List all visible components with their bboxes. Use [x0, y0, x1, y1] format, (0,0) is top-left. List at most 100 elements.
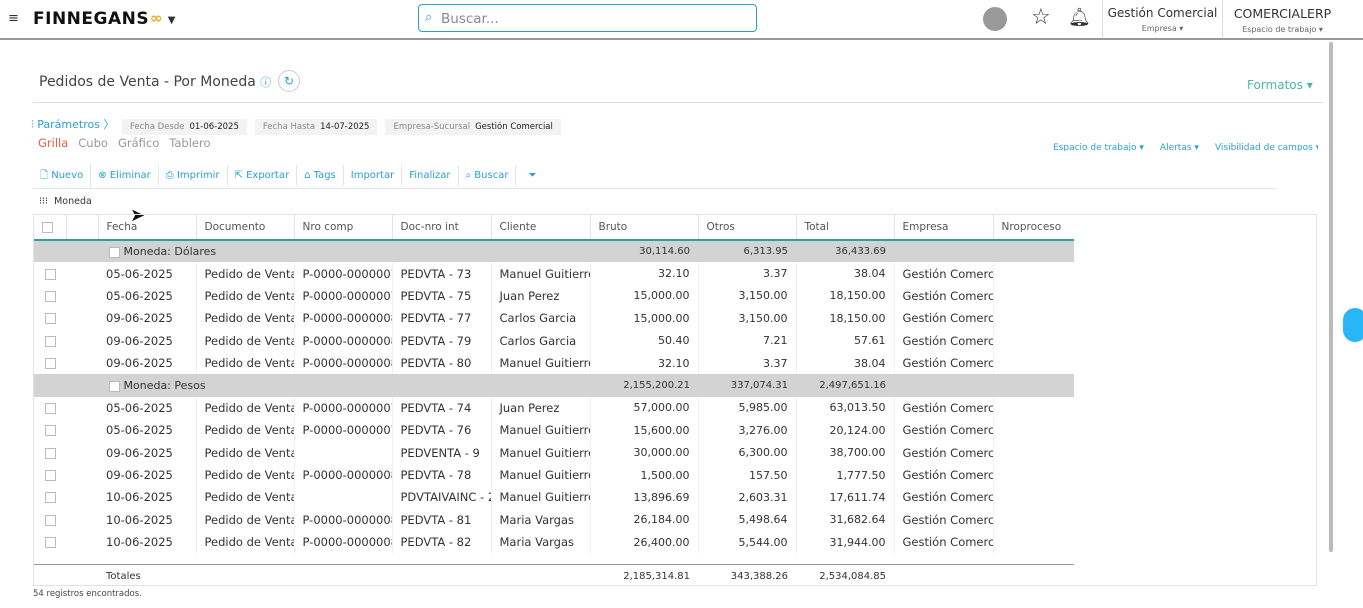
cell: Pedido de Venta: [196, 419, 295, 442]
cell: Carlos Garcia: [491, 329, 591, 352]
row-checkbox[interactable]: [34, 330, 66, 352]
cell: [993, 397, 1074, 419]
cell: PEDVTA - 73: [392, 262, 492, 285]
divider: [33, 102, 1323, 103]
cell: P-0000-0000007: [294, 284, 393, 308]
view-tab[interactable]: Grilla: [38, 136, 69, 150]
toolbar-button[interactable]: ⇱ Exportar: [228, 165, 298, 186]
toolbar-button[interactable]: ⌂ Tags: [297, 165, 344, 186]
data-row[interactable]: 05-06-2025 Pedido de Venta P-0000-0000007 P…: [34, 419, 1074, 442]
toolbar-button[interactable]: 🗋 Nuevo: [33, 163, 92, 190]
refresh-button[interactable]: ↻: [278, 70, 300, 92]
data-row[interactable]: 09-06-2025 Pedido de Venta P-0000-0000008 P…: [34, 329, 1074, 352]
params-toggle[interactable]: ⫶ Parámetros 〉: [31, 118, 115, 131]
cell: Maria Vargas: [491, 508, 591, 532]
cell: PEDVTA - 78: [392, 463, 492, 487]
row-checkbox[interactable]: [34, 531, 66, 553]
param-field[interactable]: Fecha Desde 01-06-2025: [122, 119, 247, 135]
options: Espacio de trabajo ▾ Alertas ▾ Visibilidad…: [1053, 143, 1318, 151]
row-checkbox[interactable]: [34, 352, 66, 374]
cell: [993, 565, 1074, 587]
cell: [66, 285, 98, 307]
row-checkbox[interactable]: [34, 442, 66, 464]
toolbar-button[interactable]: Finalizar: [402, 165, 459, 186]
column-header[interactable]: Otros: [698, 215, 797, 240]
column-header[interactable]: Nroproceso: [993, 215, 1074, 240]
option-menu[interactable]: Alertas ▾: [1159, 143, 1199, 151]
favorites-icon[interactable]: ☆: [1031, 5, 1051, 30]
column-header[interactable]: Doc-nro int: [392, 215, 492, 240]
view-tab[interactable]: Gráfico: [117, 136, 160, 150]
company-selector[interactable]: Gestión Comercial Empresa ▾: [1102, 0, 1222, 38]
column-header[interactable]: Documento: [196, 215, 295, 240]
row-checkbox[interactable]: [34, 486, 66, 508]
cell: Pedido de Venta: [196, 329, 295, 352]
brand[interactable]: FINNEGANS: [33, 9, 150, 29]
row-checkbox[interactable]: [34, 285, 66, 307]
cell: Gestión Comercial: [894, 329, 994, 352]
toolbar-button[interactable]: ⊗ Eliminar: [91, 165, 159, 186]
row-checkbox[interactable]: [34, 509, 66, 531]
row-checkbox[interactable]: [34, 307, 66, 329]
cell: [993, 464, 1074, 486]
avatar[interactable]: [983, 7, 1007, 31]
data-row[interactable]: 10-06-2025 Pedido de Venta P-0000-0000008 P…: [34, 508, 1074, 532]
row-checkbox[interactable]: [34, 464, 66, 486]
page-title: Pedidos de Venta - Por Moneda ⓘ: [39, 74, 272, 90]
data-row[interactable]: 05-06-2025 Pedido de Venta P-0000-0000007 P…: [34, 396, 1074, 420]
column-header[interactable]: Bruto: [590, 215, 699, 240]
data-row[interactable]: 10-06-2025 Pedido de Venta P-0000-0000008 P…: [34, 531, 1074, 554]
column-header[interactable]: Fecha: [98, 215, 197, 240]
cell: PEDVTA - 76: [392, 419, 492, 442]
toolbar-button[interactable]: ⎙ Imprimir: [159, 165, 228, 186]
row-checkbox[interactable]: [34, 262, 66, 284]
company-caption: Empresa: [1141, 24, 1177, 33]
data-row[interactable]: 09-06-2025 Pedido de Venta P-0000-0000008 P…: [34, 307, 1074, 330]
data-row[interactable]: 09-06-2025 Pedido de Venta PEDVENTA - 9 Man…: [34, 441, 1074, 464]
filter-button[interactable]: ⏷: [528, 170, 537, 181]
data-row[interactable]: 10-06-2025 Pedido de Venta PDVTAIVAINC - 2…: [34, 486, 1074, 509]
toolbar-button[interactable]: ⌕ Buscar: [459, 165, 517, 186]
cell: [993, 262, 1074, 284]
column-header[interactable]: Nro comp: [294, 215, 393, 240]
side-handle[interactable]: [1343, 308, 1363, 342]
cell: 57.61: [796, 329, 895, 352]
option-menu[interactable]: Espacio de trabajo ▾: [1053, 143, 1144, 151]
group-by-label[interactable]: Moneda: [54, 196, 92, 207]
cell: Pedido de Venta: [196, 531, 295, 554]
param-field[interactable]: Empresa-Sucursal Gestión Comercial: [385, 119, 561, 135]
row-checkbox[interactable]: [34, 419, 66, 441]
cell: [66, 397, 98, 419]
workspace-selector[interactable]: COMERCIALERP Espacio de trabajo ▾: [1222, 0, 1342, 38]
cell: 3.37: [698, 262, 797, 285]
cell: 6,300.00: [698, 441, 797, 464]
cell: [294, 486, 393, 509]
total-value: 2,534,084.85: [819, 570, 886, 582]
option-text: Visibilidad de campos: [1214, 143, 1313, 151]
data-row[interactable]: 05-06-2025 Pedido de Venta P-0000-0000007 P…: [34, 262, 1074, 285]
column-header[interactable]: Total: [796, 215, 895, 240]
data-row[interactable]: 05-06-2025 Pedido de Venta P-0000-0000007 P…: [34, 284, 1074, 308]
param-field[interactable]: Fecha Hasta 14-07-2025: [254, 119, 378, 135]
option-menu[interactable]: Visibilidad de campos ▾: [1214, 143, 1318, 151]
header-row: Fecha Documento Nro comp Doc-nro int Cliente…: [34, 215, 1074, 240]
column-header[interactable]: Cliente: [491, 215, 591, 240]
data-row[interactable]: 09-06-2025 Pedido de Venta P-0000-0000008 P…: [34, 463, 1074, 487]
column-header[interactable]: Empresa: [894, 215, 994, 240]
row-checkbox[interactable]: [34, 397, 66, 419]
toolbar-button[interactable]: Importar: [344, 165, 403, 186]
cell: 57,000.00: [590, 396, 699, 420]
menu-icon[interactable]: ≡: [8, 11, 19, 26]
view-tab[interactable]: Tablero: [169, 136, 211, 150]
cell: [993, 330, 1074, 352]
data-row[interactable]: 09-06-2025 Pedido de Venta P-0000-0000008 P…: [34, 351, 1074, 375]
formats-menu[interactable]: Formatos ▾: [1247, 78, 1313, 92]
notifications-icon[interactable]: 🔔︎: [1068, 7, 1091, 28]
view-tab[interactable]: Cubo: [78, 136, 108, 150]
search-box[interactable]: ⌕ Buscar...: [418, 4, 757, 32]
header-cell: [34, 215, 67, 240]
group-total: 6,313.95: [698, 240, 796, 263]
cell: P-0000-0000008: [294, 531, 393, 554]
cell: Manuel Guitierrez: [491, 419, 591, 442]
cell: 32.10: [590, 262, 699, 285]
